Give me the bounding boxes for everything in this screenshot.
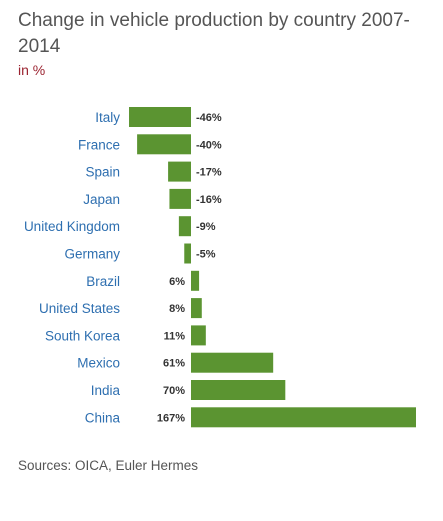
category-label: Germany <box>64 247 120 262</box>
value-label: -9% <box>196 221 216 233</box>
category-label: South Korea <box>45 328 121 343</box>
value-label: 8% <box>169 303 185 315</box>
source-note: Sources: OICA, Euler Hermes <box>18 458 199 473</box>
category-label: Italy <box>95 110 120 125</box>
value-label: -16% <box>196 194 222 206</box>
category-label: China <box>85 410 121 425</box>
category-label: Brazil <box>86 274 120 289</box>
bar <box>191 270 200 291</box>
value-label: -40% <box>196 139 222 151</box>
bar <box>137 134 191 155</box>
value-label: 61% <box>163 358 185 370</box>
category-label: United Kingdom <box>24 219 120 234</box>
value-label: 6% <box>169 276 185 288</box>
bar <box>191 298 202 319</box>
bar <box>191 407 416 428</box>
bar <box>191 325 206 346</box>
bar <box>169 188 191 209</box>
value-label: 70% <box>163 385 185 397</box>
bar <box>129 107 191 127</box>
value-label: 167% <box>157 412 185 424</box>
value-label: -46% <box>196 112 222 124</box>
category-label: Japan <box>83 192 120 207</box>
value-label: 11% <box>164 330 186 342</box>
category-label: France <box>78 137 120 152</box>
chart-title: Change in vehicle production by country … <box>18 10 410 57</box>
value-label: -17% <box>196 167 222 179</box>
category-label: United States <box>39 301 120 316</box>
bar <box>178 216 191 237</box>
chart-subtitle: in % <box>18 62 46 78</box>
value-label: -5% <box>196 249 216 261</box>
bar <box>184 243 191 264</box>
bar <box>168 161 191 182</box>
category-label: India <box>91 383 121 398</box>
bar <box>191 380 286 400</box>
category-label: Mexico <box>77 356 120 371</box>
category-label: Spain <box>85 165 120 180</box>
bar <box>191 352 274 373</box>
